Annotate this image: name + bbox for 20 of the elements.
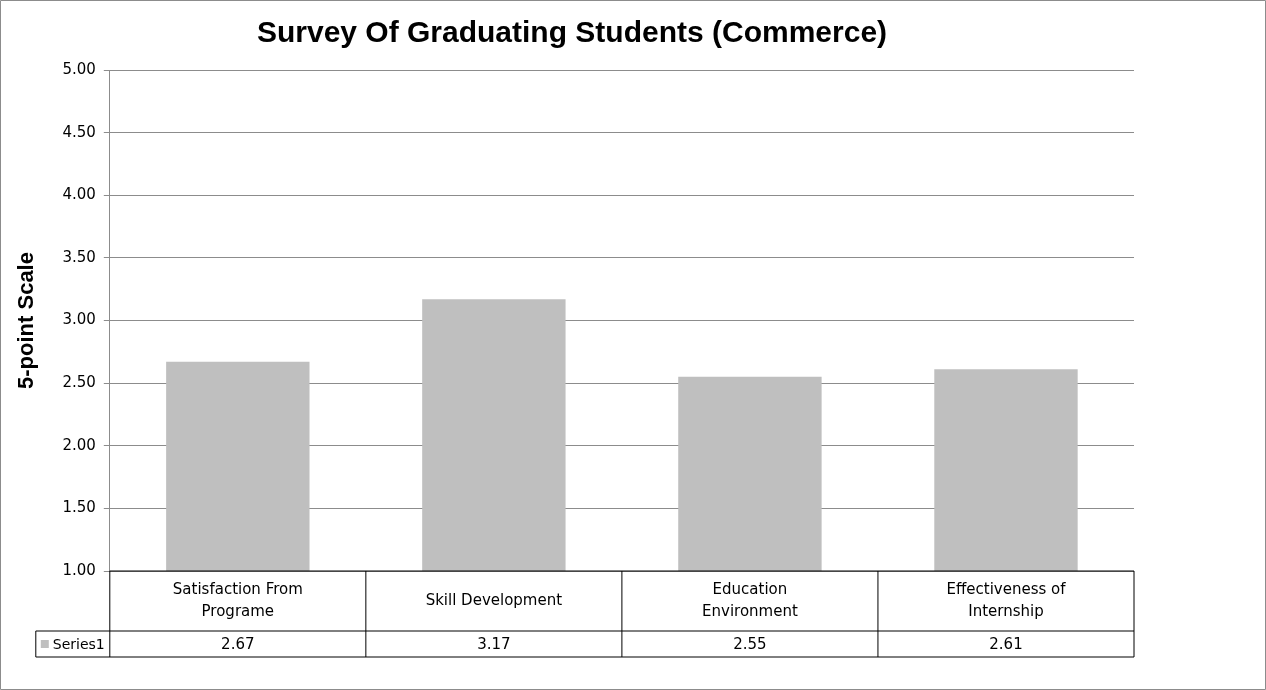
x-tick-label: Satisfaction From Programe [172,579,303,620]
y-tick-label: 2.00 [62,435,96,454]
y-tick-label: 1.50 [62,498,96,517]
y-tick-label: 1.00 [62,560,96,579]
y-tick-label: 5.00 [62,59,96,78]
y-tick-label: 2.50 [62,373,96,392]
y-tick-label: 4.50 [62,122,96,141]
x-tick-label: Effectiveness of Internship [946,579,1067,620]
data-label: 2.61 [989,634,1023,653]
chart-title: Survey Of Graduating Students (Commerce) [256,15,888,49]
data-label: 2.67 [221,634,255,653]
legend-label: Series1 [52,635,105,652]
y-tick-label: 3.00 [62,310,96,329]
data-label: 3.17 [477,634,511,653]
y-axis-title: 5-point Scale [13,252,39,389]
y-tick-label: 4.00 [62,185,96,204]
data-label: 2.55 [733,634,767,653]
y-tick-label: 3.50 [62,247,96,266]
x-tick-label: Education Environment [702,579,798,620]
x-tick-label: Skill Development [425,590,563,609]
